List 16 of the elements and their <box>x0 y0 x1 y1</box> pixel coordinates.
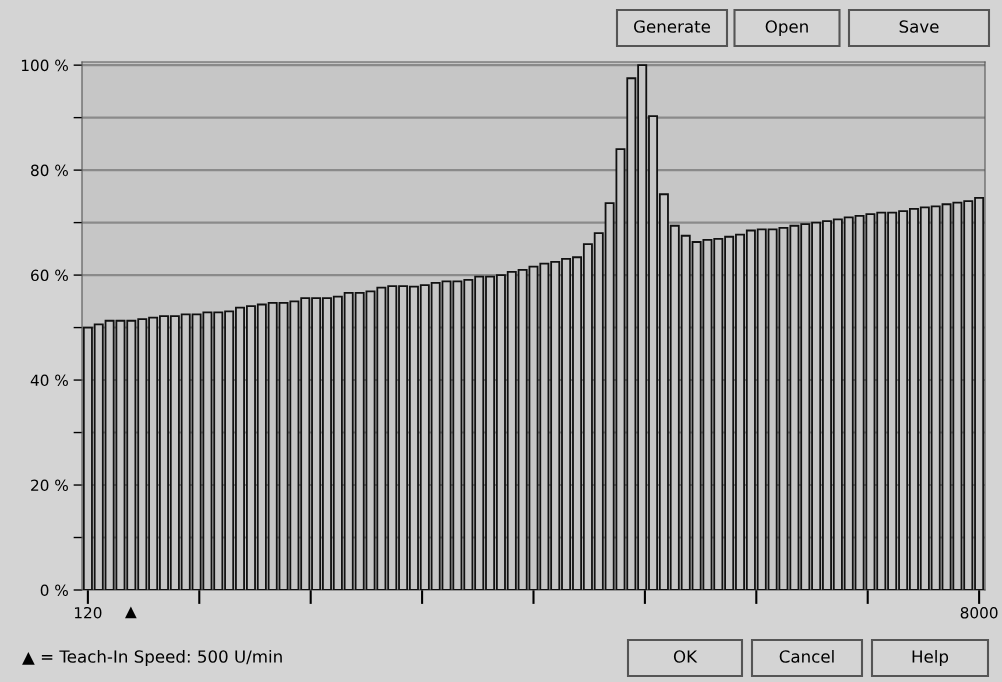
text: Save <box>899 20 939 33</box>
y-tick-label: 60 % <box>31 269 68 282</box>
annotation: ▲ <box>125 606 137 619</box>
x-tick-label: 8000 <box>960 606 998 619</box>
text: Help <box>912 649 949 667</box>
text: Generate <box>634 20 711 33</box>
y-tick-label: 0 % <box>40 584 68 597</box>
text: ▲ = Teach-In Speed: 500 U/min <box>22 649 282 667</box>
y-tick-label: 80 % <box>31 164 68 177</box>
text: Open <box>765 20 808 37</box>
text: OK <box>673 650 698 663</box>
y-tick-label: 100 % <box>21 59 68 72</box>
y-tick-label: 40 % <box>30 374 68 387</box>
x-tick-label: 120 <box>74 606 102 619</box>
text: Cancel <box>779 649 834 663</box>
y-tick-label: 20 % <box>31 479 68 492</box>
